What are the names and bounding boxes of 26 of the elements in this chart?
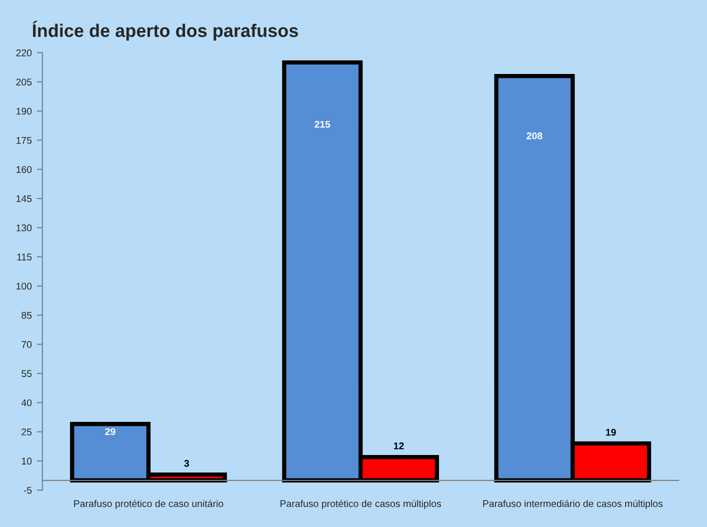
y-tick-label: 25 xyxy=(22,428,32,436)
y-tick-label: 115 xyxy=(17,254,32,260)
y-tick-label: 175 xyxy=(16,137,32,144)
y-tick-label: 160 xyxy=(16,166,32,173)
y-tick-label: 40 xyxy=(21,399,32,406)
data-label: 208 xyxy=(526,132,542,140)
y-tick-label: 145 xyxy=(16,195,32,202)
x-tick-label: Parafuso protético de casos múltiplos xyxy=(280,500,442,510)
y-tick-label: 220 xyxy=(16,49,32,56)
data-label: 19 xyxy=(606,428,616,436)
x-tick-label: Parafuso intermediário de casos múltiplos xyxy=(483,500,663,510)
y-tick-label: 190 xyxy=(16,108,32,115)
y-tick-label: 55 xyxy=(22,370,32,378)
y-tick-label: 100 xyxy=(16,282,32,290)
y-tick-label: 10 xyxy=(22,458,32,465)
data-label: 215 xyxy=(314,120,330,128)
data-label: 12 xyxy=(394,442,404,450)
y-tick-label: 70 xyxy=(22,341,32,348)
y-tick-label: -5 xyxy=(24,486,32,494)
x-tick-label: Parafuso protético de caso unitário xyxy=(74,500,224,510)
y-tick-label: 85 xyxy=(22,312,32,319)
y-tick-label: 130 xyxy=(16,224,32,232)
data-label: 29 xyxy=(105,428,116,436)
y-tick-label: 205 xyxy=(16,78,32,86)
data-label: 3 xyxy=(184,460,189,467)
chart-title: Índice de aperto dos parafusos xyxy=(32,20,298,41)
